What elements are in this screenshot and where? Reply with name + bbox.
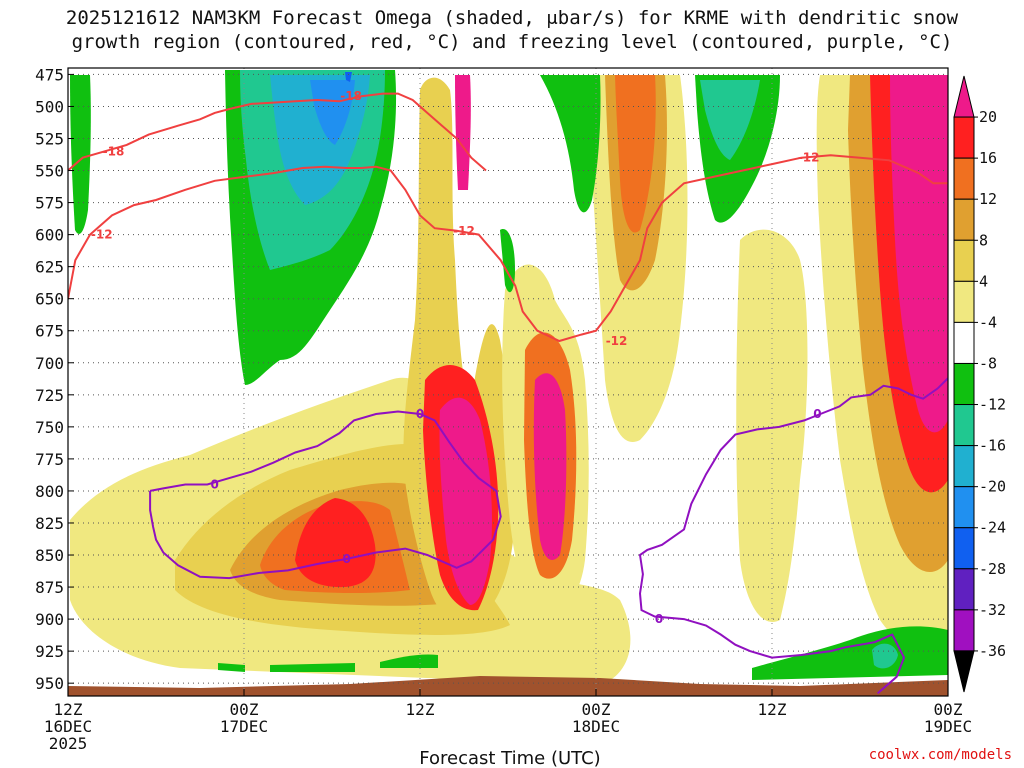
contour-layer: [68, 92, 948, 695]
contour-fzl-0-east: [638, 377, 948, 695]
contour-label-dgz-18-0: -18: [103, 144, 125, 158]
colorbar-box-4: [953, 280, 975, 323]
contour-label-fzl-0-0: 0: [210, 478, 218, 492]
ytick-label-850: 850: [35, 546, 64, 565]
xtick-label-0-l3: 2025: [49, 734, 88, 753]
xtick-label-3-l1: 00Z: [582, 700, 611, 719]
contour-label-dgz-18-1: -18: [340, 89, 362, 103]
xtick-label-3-l2: 18DEC: [572, 717, 620, 736]
ytick-label-775: 775: [35, 450, 64, 469]
xtick-label-5-l1: 00Z: [934, 700, 963, 719]
chart-title-line1: 2025121612 NAM3KM Forecast Omega (shaded…: [66, 7, 959, 29]
ytick-label-725: 725: [35, 386, 64, 405]
ytick-label-625: 625: [35, 258, 64, 277]
ytick-label-575: 575: [35, 194, 64, 213]
colorbar-box-11: [953, 568, 975, 611]
colorbar-label-4: 4: [979, 272, 988, 290]
colorbar-label-7: -12: [979, 396, 1006, 414]
contour-fzl-0: [149, 410, 502, 580]
colorbar: 20 16 12 8 4 -4 -8 -12 -16 -20 -24 -28 -32 -36: [953, 75, 1006, 693]
colorbar-label-11: -28: [979, 560, 1006, 578]
colorbar-box-0: [953, 116, 975, 159]
colorbar-box-3: [953, 239, 975, 282]
contour-dgz-18: [68, 92, 487, 172]
colorbar-box-9: [953, 486, 975, 529]
colorbar-box-1: [953, 157, 975, 200]
contour-labels: -12 -12 -12 -12 -18 -18 0 0 0 0 0: [91, 89, 822, 626]
colorbar-bottom-arrow: [953, 650, 975, 693]
pressure-gridlines: [68, 73, 948, 684]
contour-label-fzl-0-east-0: 0: [655, 612, 663, 626]
x-axis-label: Forecast Time (UTC): [419, 748, 600, 768]
contour-label-dgz-12-0: -12: [91, 228, 113, 242]
xtick-label-0-l1: 12Z: [54, 700, 83, 719]
contour-label-dgz-12-2: -12: [606, 334, 628, 348]
ytick-label-600: 600: [35, 226, 64, 245]
colorbar-box-2: [953, 198, 975, 241]
colorbar-box-5: [953, 321, 975, 364]
colorbar-label-2: 12: [979, 190, 997, 208]
colorbar-label-13: -36: [979, 642, 1006, 660]
ytick-label-825: 825: [35, 514, 64, 533]
plot-frame: [67, 67, 949, 697]
ytick-label-550: 550: [35, 162, 64, 181]
chart-title-line2: growth region (contoured, red, °C) and f…: [72, 31, 953, 53]
colorbar-label-0: 20: [979, 108, 997, 126]
colorbar-label-9: -20: [979, 478, 1006, 496]
colorbar-box-7: [953, 404, 975, 447]
ytick-label-525: 525: [35, 129, 64, 148]
credit-text: coolwx.com/models: [869, 747, 1012, 763]
colorbar-label-6: -8: [979, 354, 997, 372]
colorbar-label-1: 16: [979, 149, 997, 167]
ytick-label-800: 800: [35, 482, 64, 501]
xtick-label-1-l2: 17DEC: [220, 717, 268, 736]
colorbar-box-12: [953, 609, 975, 652]
xtick-label-5-l2: 19DEC: [924, 717, 972, 736]
ytick-label-500: 500: [35, 97, 64, 116]
contour-label-fzl-0-2: 0: [416, 407, 424, 421]
ytick-label-900: 900: [35, 610, 64, 629]
ytick-label-650: 650: [35, 290, 64, 309]
ytick-label-750: 750: [35, 418, 64, 437]
colorbar-label-12: -32: [979, 601, 1006, 619]
contour-dgz-12: [68, 154, 948, 343]
colorbar-label-8: -16: [979, 437, 1006, 455]
ytick-label-950: 950: [35, 674, 64, 693]
omega-shading: [68, 68, 948, 696]
xtick-label-2-l1: 12Z: [406, 700, 435, 719]
colorbar-label-10: -24: [979, 519, 1006, 537]
ytick-label-925: 925: [35, 642, 64, 661]
contour-label-dgz-12-1: -12: [453, 224, 475, 238]
ytick-label-475: 475: [35, 65, 64, 84]
colorbar-box-10: [953, 527, 975, 570]
xtick-label-0-l2: 16DEC: [44, 717, 92, 736]
ytick-label-875: 875: [35, 578, 64, 597]
colorbar-label-3: 8: [979, 231, 988, 249]
colorbar-label-5: -4: [979, 313, 997, 331]
ytick-label-700: 700: [35, 354, 64, 373]
colorbar-box-6: [953, 362, 975, 406]
colorbar-box-8: [953, 445, 975, 488]
contour-label-dgz-12-3: -12: [798, 151, 820, 165]
xtick-label-4-l1: 12Z: [758, 700, 787, 719]
xtick-label-1-l1: 00Z: [230, 700, 259, 719]
contour-label-fzl-0-1: 0: [342, 552, 350, 566]
contour-label-fzl-0-east-1: 0: [813, 407, 821, 421]
y-axis: 475 500 525 550 575 600 625 650 675 700 725 750 775 8…: [35, 65, 74, 693]
colorbar-top-arrow: [953, 75, 975, 118]
ytick-label-675: 675: [35, 322, 64, 341]
